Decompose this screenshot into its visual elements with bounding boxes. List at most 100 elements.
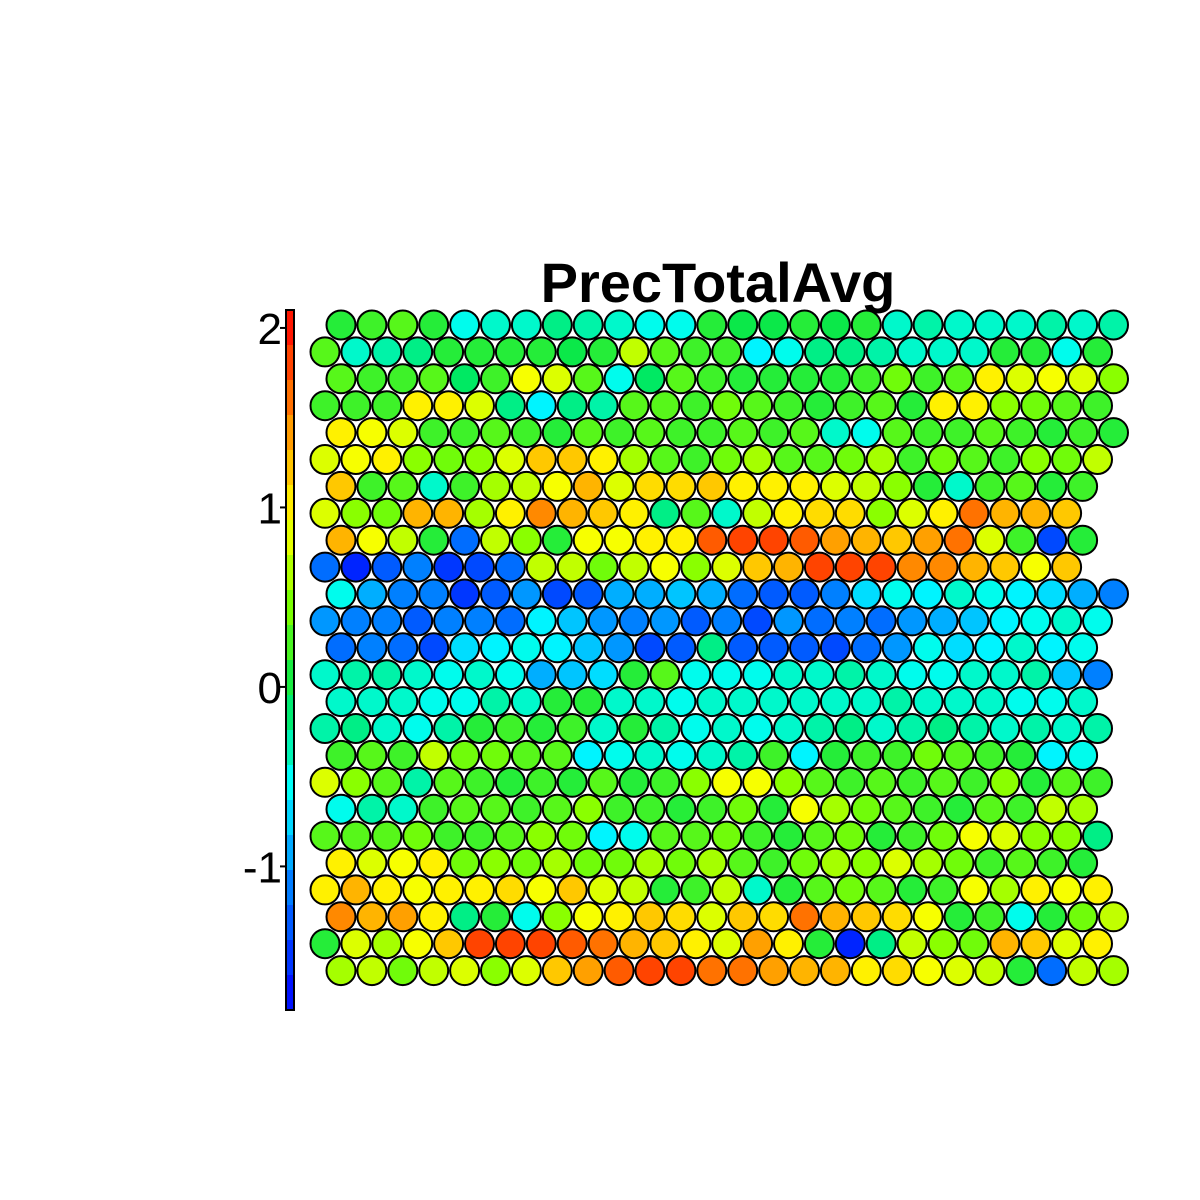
heatmap-cell xyxy=(618,390,650,422)
heatmap-cell xyxy=(943,901,975,933)
heatmap-cell xyxy=(758,793,790,825)
heatmap-cell xyxy=(494,605,526,637)
heatmap-cell xyxy=(742,336,774,368)
heatmap-cell xyxy=(711,713,743,744)
heatmap-cell xyxy=(603,686,635,718)
heatmap-cell xyxy=(618,820,650,852)
heatmap-cell xyxy=(974,578,1006,610)
heatmap-cell xyxy=(494,659,526,691)
heatmap-cell xyxy=(789,417,820,449)
heatmap-cell xyxy=(618,444,650,475)
heatmap-cell xyxy=(927,605,959,637)
colorbar-segment xyxy=(286,555,294,591)
colorbar-segment xyxy=(286,485,294,521)
heatmap-cell xyxy=(603,309,635,341)
heatmap-cell xyxy=(572,686,604,718)
heatmap-cell xyxy=(556,390,588,422)
heatmap-cell xyxy=(572,524,604,556)
heatmap-cell xyxy=(449,901,481,933)
heatmap-cell xyxy=(572,793,604,825)
heatmap-cell xyxy=(1005,847,1037,879)
heatmap-cell xyxy=(680,766,712,798)
colorbar-segment xyxy=(286,520,294,556)
heatmap-cell xyxy=(325,901,357,933)
heatmap-cell xyxy=(402,713,434,744)
heatmap-cell xyxy=(387,470,419,502)
heatmap-cell xyxy=(1036,417,1068,449)
heatmap-cell xyxy=(803,444,835,475)
heatmap-cell xyxy=(1082,874,1113,906)
heatmap-cell xyxy=(665,632,697,664)
heatmap-cell xyxy=(309,874,341,906)
heatmap-cell xyxy=(850,417,882,449)
heatmap-cell xyxy=(356,739,388,771)
heatmap-cell xyxy=(850,686,882,718)
heatmap-cell xyxy=(634,793,666,825)
heatmap-cell xyxy=(464,336,495,368)
heatmap-cell xyxy=(1020,928,1052,960)
heatmap-cell xyxy=(711,336,743,368)
heatmap-cell xyxy=(525,713,557,744)
heatmap-cell xyxy=(696,470,728,502)
heatmap-cell xyxy=(1005,524,1037,556)
heatmap-cell xyxy=(603,524,635,556)
heatmap-cell xyxy=(371,336,403,368)
heatmap-cell xyxy=(758,578,790,610)
heatmap-cell xyxy=(927,659,959,691)
heatmap-cell xyxy=(711,497,743,529)
heatmap-cell xyxy=(572,363,604,395)
heatmap-cell xyxy=(865,713,897,744)
heatmap-cell xyxy=(1067,955,1099,987)
heatmap-cell xyxy=(1067,524,1099,556)
heatmap-cell xyxy=(418,417,450,449)
heatmap-cell xyxy=(789,470,820,502)
heatmap-cell xyxy=(696,363,728,395)
heatmap-cell xyxy=(634,686,666,718)
heatmap-cell xyxy=(927,820,959,852)
heatmap-cell xyxy=(556,444,588,475)
heatmap-cell xyxy=(680,336,712,368)
colorbar xyxy=(285,309,295,1011)
heatmap-cell xyxy=(510,901,542,933)
heatmap-cell xyxy=(325,632,357,664)
heatmap-cell xyxy=(943,417,975,449)
heatmap-cell xyxy=(525,928,557,960)
heatmap-cell xyxy=(587,713,619,744)
heatmap-cell xyxy=(464,928,495,960)
heatmap-cell xyxy=(758,901,790,933)
heatmap-cell xyxy=(480,955,511,987)
heatmap-cell xyxy=(556,766,588,798)
heatmap-cell xyxy=(1005,417,1037,449)
heatmap-cell xyxy=(958,336,990,368)
heatmap-cell xyxy=(649,390,681,422)
heatmap-cell xyxy=(989,390,1021,422)
heatmap-cell xyxy=(510,632,542,664)
heatmap-cell xyxy=(927,444,959,475)
heatmap-cell xyxy=(1051,551,1083,583)
heatmap-cell xyxy=(587,874,619,906)
heatmap-cell xyxy=(1005,470,1037,502)
heatmap-cell xyxy=(418,793,450,825)
heatmap-cell xyxy=(1036,901,1068,933)
heatmap-cell xyxy=(742,659,774,691)
heatmap-cell xyxy=(912,578,944,610)
heatmap-cell xyxy=(1020,497,1052,529)
heatmap-cell xyxy=(803,928,835,960)
heatmap-cell xyxy=(927,551,959,583)
heatmap-cell xyxy=(773,390,804,422)
heatmap-cell xyxy=(696,793,728,825)
heatmap-cell xyxy=(865,336,897,368)
heatmap-cell xyxy=(418,524,450,556)
heatmap-cell xyxy=(896,766,928,798)
heatmap-cell xyxy=(541,524,573,556)
heatmap-cell xyxy=(541,578,573,610)
heatmap-cell xyxy=(449,955,481,987)
heatmap-cell xyxy=(989,551,1021,583)
heatmap-cell xyxy=(587,659,619,691)
heatmap-cell xyxy=(896,551,928,583)
heatmap-cell xyxy=(525,766,557,798)
heatmap-cell xyxy=(356,686,388,718)
heatmap-cell xyxy=(711,551,743,583)
heatmap-cell xyxy=(896,336,928,368)
heatmap-cell xyxy=(758,739,790,771)
